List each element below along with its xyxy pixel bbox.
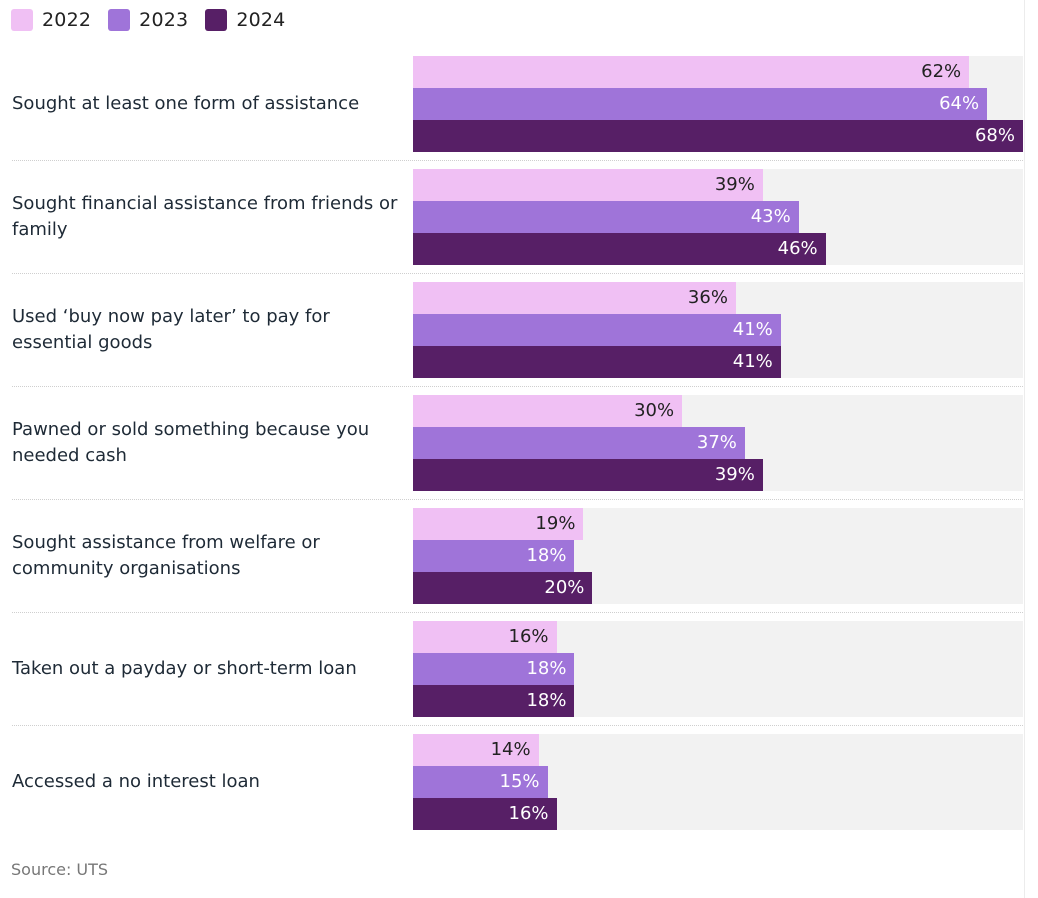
category-label-text: Used ‘buy now pay later’ to pay for esse… — [12, 306, 330, 353]
legend-label: 2024 — [236, 9, 286, 31]
bar-value-label: 39% — [714, 464, 755, 485]
category-group: Used ‘buy now pay later’ to pay for esse… — [0, 282, 1025, 378]
group-separator — [12, 273, 1023, 274]
bar-value-label: 20% — [544, 577, 585, 598]
category-group: Sought assistance from welfare or commun… — [0, 508, 1025, 604]
bar-value-label: 37% — [696, 432, 737, 453]
category-label-text: Sought financial assistance from friends… — [12, 193, 398, 240]
bar-2023: 43% — [413, 201, 799, 233]
category-label: Used ‘buy now pay later’ to pay for esse… — [12, 282, 404, 378]
bar-2023: 15% — [413, 766, 548, 798]
bar-2024: 20% — [413, 572, 593, 604]
bar-value-label: 39% — [714, 174, 755, 195]
category-label-text: Sought assistance from welfare or commun… — [12, 532, 320, 579]
group-separator — [12, 160, 1023, 161]
category-label: Sought financial assistance from friends… — [12, 169, 404, 265]
bar-2022: 36% — [413, 282, 736, 314]
bar-track: 62% 64% 68% — [413, 56, 1023, 152]
category-group: Sought at least one form of assistance 62… — [0, 56, 1025, 152]
bar-value-label: 64% — [939, 93, 980, 114]
bar-2024: 18% — [413, 685, 575, 717]
bar-value-label: 43% — [750, 206, 791, 227]
bar-2024: 41% — [413, 346, 781, 378]
legend-swatch — [205, 9, 228, 31]
bar-2023: 18% — [413, 653, 575, 685]
bar-value-label: 18% — [526, 690, 567, 711]
bar-value-label: 68% — [974, 125, 1015, 146]
bar-value-label: 16% — [508, 803, 549, 824]
bar-value-label: 41% — [732, 319, 773, 340]
bar-2022: 14% — [413, 734, 539, 766]
legend-item-2022: 2022 — [11, 9, 91, 31]
bar-value-label: 18% — [526, 658, 567, 679]
group-separator — [12, 725, 1023, 726]
bar-value-label: 16% — [508, 626, 549, 647]
bar-value-label: 41% — [732, 351, 773, 372]
bar-2023: 64% — [413, 88, 988, 120]
bar-2024: 39% — [413, 459, 763, 491]
bar-2023: 37% — [413, 427, 745, 459]
bar-value-label: 19% — [535, 513, 576, 534]
bar-2024: 46% — [413, 233, 826, 265]
bar-value-label: 15% — [499, 771, 540, 792]
bar-track: 19% 18% 20% — [413, 508, 1023, 604]
source-note: Source: UTS — [11, 860, 109, 879]
bar-2022: 62% — [413, 56, 970, 88]
bar-2022: 16% — [413, 621, 557, 653]
bar-value-label: 36% — [687, 287, 728, 308]
bar-2023: 41% — [413, 314, 781, 346]
group-separator — [12, 612, 1023, 613]
bar-2022: 19% — [413, 508, 584, 540]
legend-swatch — [108, 9, 131, 31]
category-label: Sought at least one form of assistance — [12, 56, 404, 152]
bar-value-label: 18% — [526, 545, 567, 566]
bar-value-label: 62% — [921, 61, 962, 82]
group-separator — [12, 499, 1023, 500]
category-label-text: Sought at least one form of assistance — [12, 93, 360, 114]
category-group: Pawned or sold something because you nee… — [0, 395, 1025, 491]
bar-track: 30% 37% 39% — [413, 395, 1023, 491]
bar-2024: 16% — [413, 798, 557, 830]
category-label: Accessed a no interest loan — [12, 734, 404, 830]
bar-2022: 30% — [413, 395, 683, 427]
legend-label: 2023 — [139, 9, 189, 31]
bar-2023: 18% — [413, 540, 575, 572]
category-label-text: Taken out a payday or short-term loan — [12, 658, 357, 679]
group-separator — [12, 386, 1023, 387]
legend: 2022 2023 2024 — [11, 9, 302, 31]
bar-value-label: 14% — [490, 739, 531, 760]
bar-value-label: 30% — [634, 400, 675, 421]
legend-item-2023: 2023 — [108, 9, 188, 31]
bar-track: 36% 41% 41% — [413, 282, 1023, 378]
category-group: Accessed a no interest loan 14% 15% 16% — [0, 734, 1025, 830]
category-label-text: Accessed a no interest loan — [12, 771, 260, 792]
category-group: Sought financial assistance from friends… — [0, 169, 1025, 265]
bar-2024: 68% — [413, 120, 1023, 152]
right-border — [1024, 0, 1025, 898]
category-label: Pawned or sold something because you nee… — [12, 395, 404, 491]
legend-swatch — [11, 9, 33, 31]
bar-track: 39% 43% 46% — [413, 169, 1023, 265]
category-label-text: Pawned or sold something because you nee… — [12, 419, 370, 466]
bar-2022: 39% — [413, 169, 763, 201]
legend-label: 2022 — [42, 9, 92, 31]
category-label: Taken out a payday or short-term loan — [12, 621, 404, 717]
legend-item-2024: 2024 — [205, 9, 285, 31]
bar-track: 14% 15% 16% — [413, 734, 1023, 830]
bar-value-label: 46% — [777, 238, 818, 259]
category-group: Taken out a payday or short-term loan 16%… — [0, 621, 1025, 717]
category-label: Sought assistance from welfare or commun… — [12, 508, 404, 604]
bar-track: 16% 18% 18% — [413, 621, 1023, 717]
